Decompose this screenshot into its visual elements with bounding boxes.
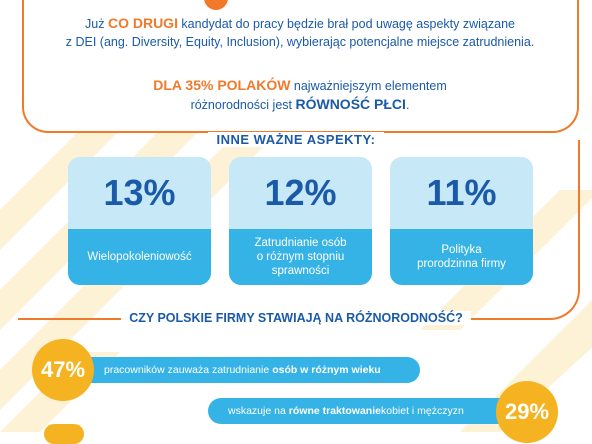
stat-text-post: kobiet i mężczyzn bbox=[380, 405, 464, 417]
stat-bar-gender: wskazuje na równe traktowanie kobiet i m… bbox=[208, 398, 528, 424]
stat-bold: osób w różnym wieku bbox=[272, 364, 381, 376]
intro-text: Już CO DRUGI kandydat do pracy będzie br… bbox=[40, 14, 560, 51]
stat-bar-age: pracowników zauważa zatrudnianie osób w … bbox=[60, 357, 420, 383]
aspect-label: Wielopokoleniowość bbox=[87, 251, 192, 263]
stat-circle-29: 29% bbox=[496, 381, 558, 443]
intro-line4-pre: różnorodności jest bbox=[190, 98, 296, 112]
intro-line1-post: kandydat do pracy będzie brał pod uwagę … bbox=[177, 17, 515, 31]
aspect-card: 12% Zatrudnianie osób o różnym stopniu s… bbox=[229, 157, 372, 285]
stat-text: wskazuje na bbox=[228, 405, 286, 417]
aspect-value: 12% bbox=[229, 157, 372, 229]
aspect-card: 13% Wielopokoleniowość bbox=[68, 157, 211, 285]
aspect-card: 11% Polityka prorodzinna firmy bbox=[390, 157, 533, 285]
intro-line4-post: . bbox=[405, 98, 410, 112]
stat-circle-47: 47% bbox=[32, 339, 94, 401]
question-title-text: CZY POLSKIE FIRMY STAWIAJĄ NA RÓŻNORODNO… bbox=[121, 311, 471, 325]
intro-text-2: DLA 35% POLAKÓW najważniejszym elementem… bbox=[40, 76, 560, 114]
aspect-value: 11% bbox=[390, 157, 533, 229]
intro-highlight-35: DLA 35% POLAKÓW bbox=[153, 77, 291, 93]
orange-dot bbox=[204, 0, 228, 10]
stat-value: 29% bbox=[504, 399, 550, 424]
decorative-blob bbox=[44, 424, 84, 444]
intro-line1-pre: Już bbox=[85, 17, 108, 31]
aspects-title-text: INNE WAŻNE ASPEKTY: bbox=[208, 132, 384, 147]
intro-frame bbox=[22, 0, 579, 133]
stat-text: pracowników zauważa zatrudnianie bbox=[104, 364, 270, 376]
aspect-label: Polityka prorodzinna firmy bbox=[417, 244, 506, 270]
intro-line2: z DEI (ang. Diversity, Equity, Inclusion… bbox=[65, 35, 535, 49]
aspects-title: INNE WAŻNE ASPEKTY: bbox=[0, 132, 592, 147]
intro-highlight-co-drugi: CO DRUGI bbox=[107, 15, 178, 31]
aspect-value: 13% bbox=[68, 157, 211, 229]
stat-value: 47% bbox=[40, 357, 86, 382]
intro-bold-rownosc: RÓWNOŚĆ PŁCI bbox=[295, 96, 406, 112]
aspect-label: Zatrudnianie osób o różnym stopniu spraw… bbox=[254, 237, 347, 277]
question-title: CZY POLSKIE FIRMY STAWIAJĄ NA RÓŻNORODNO… bbox=[0, 311, 592, 325]
intro-line3-post: najważniejszym elementem bbox=[290, 79, 447, 93]
stat-bold: równe traktowanie bbox=[288, 405, 381, 417]
